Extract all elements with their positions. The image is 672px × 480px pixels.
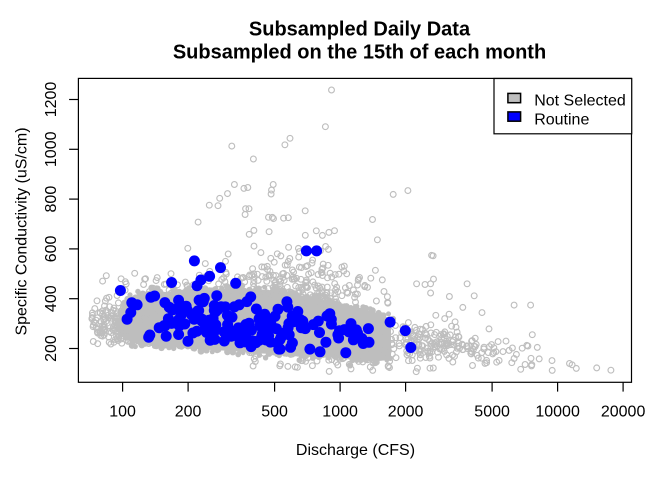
svg-text:1000: 1000 [43,131,60,167]
svg-text:500: 500 [261,404,288,421]
svg-text:20000: 20000 [601,404,646,421]
svg-text:400: 400 [43,285,60,312]
svg-text:5000: 5000 [474,404,510,421]
svg-text:Routine: Routine [534,111,589,128]
svg-text:Subsampled Daily Data: Subsampled Daily Data [249,18,471,40]
svg-text:200: 200 [43,335,60,362]
svg-text:600: 600 [43,235,60,262]
svg-text:Not Selected: Not Selected [534,93,626,110]
svg-text:2000: 2000 [388,404,424,421]
svg-text:10000: 10000 [535,404,580,421]
svg-text:200: 200 [175,404,202,421]
svg-text:Discharge (CFS): Discharge (CFS) [296,442,415,459]
svg-text:100: 100 [109,404,136,421]
svg-text:Subsampled on the 15th of each: Subsampled on the 15th of each month [173,42,546,64]
svg-text:800: 800 [43,186,60,213]
svg-text:1000: 1000 [322,404,358,421]
svg-text:1200: 1200 [43,82,60,118]
svg-text:Specific Conductivity (uS/cm): Specific Conductivity (uS/cm) [14,127,31,335]
